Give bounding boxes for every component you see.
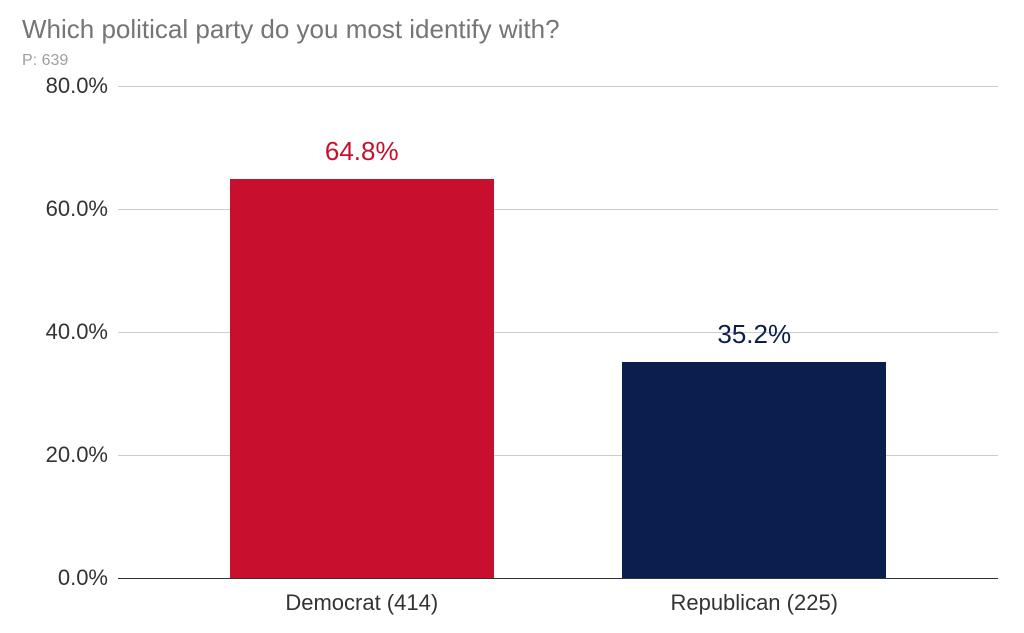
y-tick-label: 20.0% — [0, 442, 108, 468]
x-axis-line — [118, 578, 998, 579]
bar-value-label: 35.2% — [717, 319, 791, 350]
x-tick-label: Democrat (414) — [285, 590, 438, 616]
x-tick-label: Republican (225) — [670, 590, 838, 616]
y-tick-label: 40.0% — [0, 319, 108, 345]
gridline — [118, 86, 998, 87]
bar-chart: Which political party do you most identi… — [0, 0, 1024, 633]
bar-value-label: 64.8% — [325, 136, 399, 167]
chart-title: Which political party do you most identi… — [22, 14, 560, 45]
plot-area: 64.8% 35.2% — [118, 86, 998, 578]
bar — [230, 179, 494, 578]
y-tick-label: 60.0% — [0, 196, 108, 222]
y-tick-label: 0.0% — [0, 565, 108, 591]
y-tick-label: 80.0% — [0, 73, 108, 99]
bar — [622, 362, 886, 578]
chart-subtitle: P: 639 — [22, 52, 68, 70]
